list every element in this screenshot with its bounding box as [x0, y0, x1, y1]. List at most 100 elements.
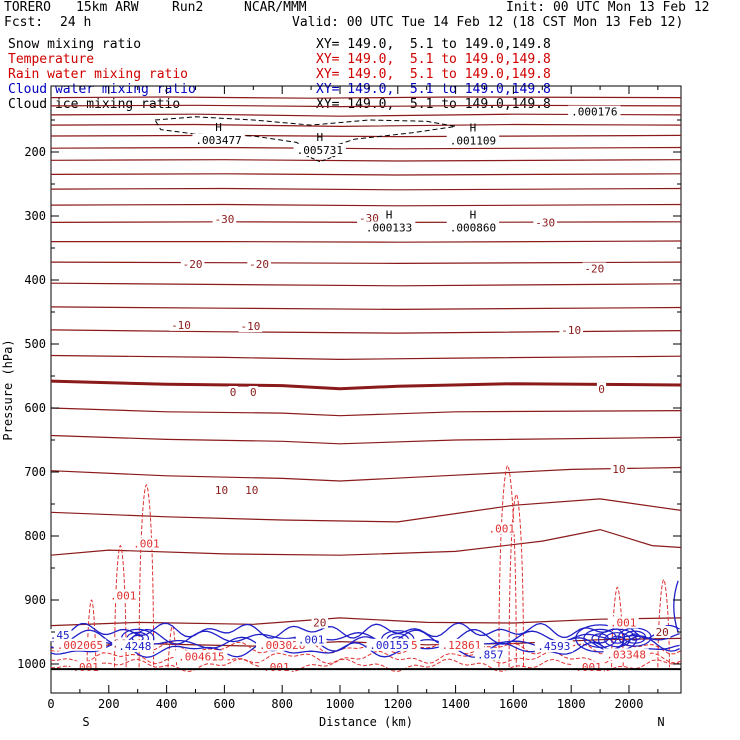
temperature-label: -30	[535, 216, 555, 229]
snow-label: .000860	[450, 222, 496, 235]
snow-label-bg	[362, 221, 416, 234]
rain-label: .001	[72, 661, 99, 674]
temperature-label: 20	[656, 626, 669, 639]
temperature-contour	[50, 407, 682, 417]
rain-contour	[657, 578, 670, 668]
cloud-water-contour	[628, 633, 641, 641]
rain-label: .12861	[442, 639, 482, 652]
cloud-water-label: .001	[298, 634, 325, 647]
x-tick-label: 800	[271, 697, 293, 711]
temperature-contour	[50, 159, 682, 162]
rain-contour	[114, 545, 127, 668]
field-xy-temperature: XY= 149.0, 5.1 to 149.0,149.8	[316, 52, 551, 67]
rain-label-bg	[175, 650, 228, 663]
temperature-contour	[50, 187, 682, 191]
temperature-label-bg	[238, 320, 263, 333]
field-xy-cloud-ice: XY= 149.0, 5.1 to 149.0,149.8	[316, 97, 551, 112]
snow-high-marker: H	[470, 209, 477, 222]
rain-label: .001	[489, 522, 516, 535]
temperature-label: -20	[249, 258, 269, 271]
x-tick-label: 1000	[326, 697, 355, 711]
x-tick-label: 600	[214, 697, 236, 711]
rain-label-bg	[486, 522, 518, 535]
snow-label: .001109	[450, 134, 496, 147]
temperature-label-bg	[610, 462, 628, 475]
cloud-water-contour	[50, 628, 680, 646]
run-label: Run2	[172, 0, 204, 15]
temperature-contour	[50, 354, 682, 361]
snow-high-marker: H	[386, 209, 393, 222]
valid-label: Valid: 00 UTC Tue 14 Feb 12 (18 CST Mon …	[292, 15, 684, 30]
rain-label-bg	[107, 589, 139, 602]
field-name-rain: Rain water mixing ratio	[8, 67, 189, 82]
snow-label-bg	[192, 133, 245, 146]
temperature-label: 0	[250, 386, 257, 399]
x-axis-north-label: N	[657, 715, 664, 729]
snow-label: .003477	[195, 134, 241, 147]
rain-contour	[50, 650, 682, 665]
temperature-contour	[50, 329, 682, 334]
plot-frame	[50, 85, 682, 694]
rain-label-bg	[256, 638, 309, 651]
temperature-label: -10	[171, 319, 191, 332]
cloud-water-label-bg	[366, 638, 412, 651]
y-tick-label: 800	[24, 529, 46, 543]
y-tick-label: 700	[24, 465, 46, 479]
rain-label-bg	[607, 616, 639, 629]
snow-label-bg	[446, 221, 500, 234]
temperature-contour	[50, 282, 682, 287]
temperature-label: 0	[598, 383, 605, 396]
rain-label-bg	[131, 537, 162, 550]
temperature-label-bg	[357, 211, 381, 224]
x-tick-label: 1400	[441, 697, 470, 711]
rain-contour	[50, 641, 682, 655]
x-tick-label: 200	[98, 697, 120, 711]
temperature-label-bg	[596, 382, 607, 395]
temperature-contour	[50, 261, 682, 264]
rain-label: .004615	[178, 650, 224, 663]
rain-label: .001	[610, 616, 637, 629]
contour-labels: -30 -30 -30-20 -20 -20-10 -10 -100 0 010 10102020…	[47, 105, 671, 674]
temperature-contour	[50, 434, 682, 445]
field-xy-snow: XY= 149.0, 5.1 to 149.0,149.8	[316, 37, 551, 52]
y-tick-label: 900	[24, 593, 46, 607]
snow-label-bg	[293, 144, 346, 156]
temperature-label: -20	[183, 258, 203, 271]
cloud-water-label: .4248	[118, 640, 151, 653]
resolution-label: 15km ARW	[76, 0, 139, 15]
temperature-label: 0	[230, 386, 237, 399]
temperature-label: -30	[214, 213, 234, 226]
temperature-contour	[50, 203, 682, 207]
snow-label: .000176	[571, 106, 617, 119]
y-tick-label: 400	[24, 273, 46, 287]
temperature-contour	[50, 96, 682, 99]
rain-label: .003026	[259, 639, 305, 652]
temperature-contour	[50, 306, 682, 311]
x-tick-label: 2000	[615, 697, 644, 711]
temperature-label-bg	[212, 213, 237, 226]
temperature-label: 10	[245, 484, 258, 497]
cloud-water-label: .00155	[369, 639, 409, 652]
rain-label: .001	[575, 661, 602, 674]
rain-contour	[508, 493, 524, 668]
temperature-label-bg	[228, 386, 238, 398]
snow-label: .005731	[297, 144, 343, 157]
temperature-contour	[50, 498, 682, 523]
x-tick-label: 400	[156, 697, 178, 711]
y-tick-label: 300	[24, 209, 46, 223]
temperature-contour	[50, 466, 682, 482]
y-tick-label: 500	[24, 337, 46, 351]
temperature-label: -10	[561, 324, 581, 337]
cloud-water-contour	[50, 622, 680, 639]
field-name-snow: Snow mixing ratio	[8, 37, 142, 52]
temperature-contour	[50, 123, 682, 128]
rain-label: .03348	[606, 648, 646, 661]
temperature-label-bg	[248, 386, 258, 398]
snow-label-bg	[568, 105, 621, 118]
snow-high-marker: H	[215, 121, 222, 134]
temperature-label-bg	[213, 483, 230, 496]
rain-label: .001	[263, 661, 290, 674]
x-tick-label: 1200	[383, 697, 412, 711]
init-label: Init: 00 UTC Mon 13 Feb 12	[506, 0, 710, 15]
cloud-water-contour	[591, 633, 609, 644]
